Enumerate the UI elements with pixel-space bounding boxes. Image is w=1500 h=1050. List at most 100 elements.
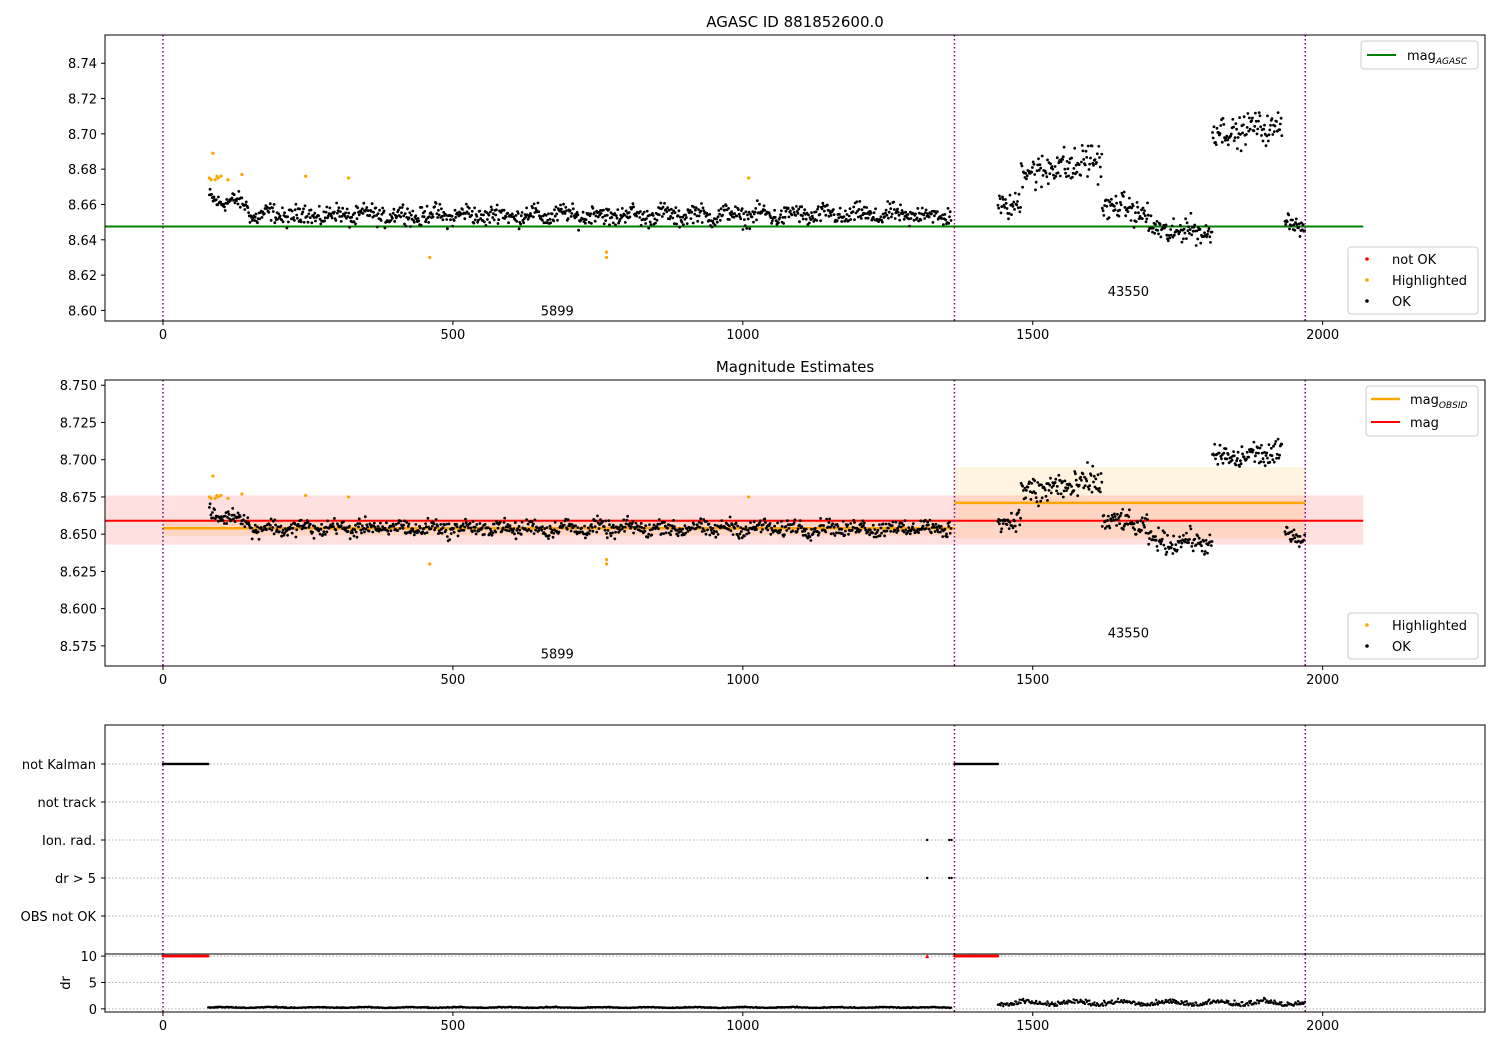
- panel-magnitude-estimates-point-ok-1283: [1220, 457, 1223, 461]
- panel-agasc-point-ok-79: [267, 210, 271, 214]
- panel-agasc-point-ok-94: [278, 214, 282, 218]
- panel-agasc-point-ok-339: [463, 217, 467, 221]
- panel-magnitude-estimates-point-ok-628: [681, 527, 684, 531]
- panel-agasc-ytick-label-5: 8.70: [68, 128, 97, 143]
- panel-magnitude-estimates-point-ok-664: [708, 533, 712, 537]
- panel-magnitude-estimates-point-ok-376: [491, 531, 495, 535]
- panel-magnitude-estimates-point-ok-1075: [1064, 486, 1067, 489]
- panel-magnitude-estimates-point-ok-464: [557, 530, 561, 534]
- panel-agasc-point-ok-272: [412, 220, 416, 224]
- panel-agasc-point-ok-365: [483, 220, 486, 224]
- panel-magnitude-estimates-point-ok-208: [364, 527, 368, 531]
- panel-agasc-point-ok-153: [323, 219, 326, 223]
- panel-agasc-point-ok-373: [489, 210, 492, 214]
- panel-agasc-point-highlighted-10: [346, 176, 351, 180]
- panel-agasc-point-ok-1304: [1236, 147, 1239, 151]
- panel-magnitude-estimates-point-ok-80: [268, 527, 271, 531]
- panel-magnitude-estimates-point-ok-5: [211, 516, 215, 520]
- panel-agasc-point-ok-413: [519, 222, 522, 226]
- panel-magnitude-estimates-point-ok-1001: [1008, 520, 1012, 524]
- panel-agasc-point-ok-579: [644, 222, 648, 225]
- panel-magnitude-estimates-point-ok-1353: [1272, 460, 1276, 464]
- panel-dr-point-1-1152: [1255, 1002, 1258, 1005]
- panel-agasc-point-ok-1078: [1066, 167, 1070, 171]
- panel-dr-point-1-1098: [1208, 998, 1211, 1001]
- panel-magnitude-estimates-point-ok-83: [270, 528, 274, 532]
- panel-magnitude-estimates-point-ok-1029: [1029, 498, 1033, 501]
- panel-agasc-point-ok-211: [366, 209, 370, 213]
- panel-agasc-point-ok-1123: [1100, 152, 1104, 156]
- panel-agasc-point-ok-1246: [1192, 225, 1196, 229]
- panel-agasc-point-ok-859: [855, 200, 859, 204]
- panel-agasc-point-ok-1217: [1170, 224, 1174, 228]
- panel-magnitude-estimates-point-highlighted-11: [428, 562, 432, 566]
- panel-magnitude-estimates-point-ok-1341: [1263, 464, 1267, 467]
- panel-magnitude-estimates-point-ok-606: [664, 531, 668, 535]
- panel-agasc-point-ok-709: [742, 212, 746, 216]
- panel-magnitude-estimates-point-ok-335: [460, 528, 464, 532]
- panel-dr-point-1-913: [1047, 1002, 1050, 1005]
- panel-magnitude-estimates-point-ok-659: [704, 532, 708, 536]
- panel-dr-point-1-1090: [1201, 1003, 1204, 1007]
- panel-magnitude-estimates-point-ok-697: [733, 526, 736, 530]
- panel-magnitude-estimates-point-ok-571: [638, 525, 642, 528]
- panel-agasc-point-ok-686: [724, 204, 728, 208]
- panel-magnitude-estimates-point-ok-1355: [1274, 440, 1278, 443]
- panel-magnitude-estimates-point-ok-692: [729, 529, 733, 533]
- panel-agasc-legend-upper: magAGASC: [1360, 40, 1479, 70]
- panel-agasc-point-ok-906: [890, 212, 894, 216]
- panel-magnitude-estimates-point-ok-555: [626, 514, 629, 518]
- panel-agasc-point-ok-1118: [1096, 183, 1100, 186]
- panel-dr-point-1-1181: [1280, 1001, 1283, 1004]
- panel-magnitude-estimates-point-ok-1142: [1114, 518, 1118, 521]
- panel-agasc-point-ok-488: [575, 211, 579, 214]
- panel-magnitude-estimates-point-ok-359: [478, 522, 482, 525]
- panel-magnitude-estimates-point-ok-1216: [1169, 546, 1173, 550]
- panel-agasc-point-ok-796: [807, 221, 811, 225]
- panel-agasc-point-ok-209: [365, 206, 369, 209]
- panel-magnitude-estimates-ytick-label-7: 8.750: [60, 379, 97, 394]
- legend-label-ok-2: OK: [1392, 640, 1411, 655]
- panel-agasc-point-ok-182: [345, 216, 348, 220]
- panel-agasc-point-ok-450: [547, 212, 550, 216]
- panel-agasc-point-ok-315: [445, 218, 449, 221]
- panel-agasc-point-ok-372: [488, 221, 492, 224]
- panel-magnitude-estimates-point-ok-202: [360, 531, 363, 535]
- panel-magnitude-estimates-point-ok-1053: [1047, 489, 1051, 492]
- panel-agasc-point-ok-562: [631, 202, 635, 206]
- panel-magnitude-estimates-point-ok-116: [295, 528, 299, 532]
- panel-agasc-point-ok-1076: [1065, 175, 1068, 179]
- panel-magnitude-estimates-point-ok-274: [414, 523, 418, 526]
- panel-agasc-point-ok-1117: [1095, 152, 1099, 156]
- panel-magnitude-estimates-point-ok-87: [273, 518, 277, 522]
- panel-agasc-point-ok-292: [428, 215, 431, 219]
- panel-magnitude-estimates-point-ok-545: [618, 528, 622, 532]
- panel-magnitude-estimates-point-ok-799: [810, 527, 813, 531]
- panel-magnitude-estimates-point-ok-560: [630, 525, 633, 529]
- panel-agasc-point-ok-213: [368, 214, 372, 217]
- panel-agasc-point-ok-1353: [1272, 130, 1276, 134]
- legend-swatch-not-ok: [1365, 257, 1369, 261]
- panel-agasc-point-ok-800: [810, 214, 814, 218]
- panel-dr-point-1-1030: [1148, 1004, 1152, 1007]
- panel-agasc-point-ok-1062: [1054, 175, 1058, 178]
- panel-magnitude-estimates-point-ok-427: [529, 529, 533, 533]
- panel-magnitude-estimates-point-ok-259: [403, 519, 406, 523]
- panel-magnitude-estimates-point-ok-23: [225, 522, 229, 525]
- panel-agasc-point-ok-100: [283, 211, 286, 215]
- panel-agasc-point-ok-1360: [1278, 128, 1281, 132]
- panel-agasc-point-ok-541: [615, 216, 619, 220]
- panel-agasc-point-ok-116: [295, 213, 299, 217]
- panel-magnitude-estimates-point-ok-210: [366, 525, 369, 529]
- panel-magnitude-estimates-point-ok-489: [576, 526, 580, 529]
- panel-agasc-point-ok-1064: [1055, 156, 1059, 160]
- panel-agasc-point-ok-818: [824, 213, 828, 217]
- panel-magnitude-estimates-point-ok-309: [440, 531, 444, 535]
- panel-magnitude-estimates-point-ok-168: [334, 528, 338, 532]
- panel-agasc-point-ok-1241: [1188, 228, 1192, 231]
- panel-agasc-point-ok-799: [810, 211, 813, 215]
- panel-agasc-point-ok-54: [248, 221, 252, 224]
- panel-magnitude-estimates-point-ok-209: [365, 523, 369, 527]
- panel-magnitude-estimates-point-ok-1148: [1119, 514, 1122, 518]
- panel-magnitude-estimates-point-ok-62: [254, 528, 258, 532]
